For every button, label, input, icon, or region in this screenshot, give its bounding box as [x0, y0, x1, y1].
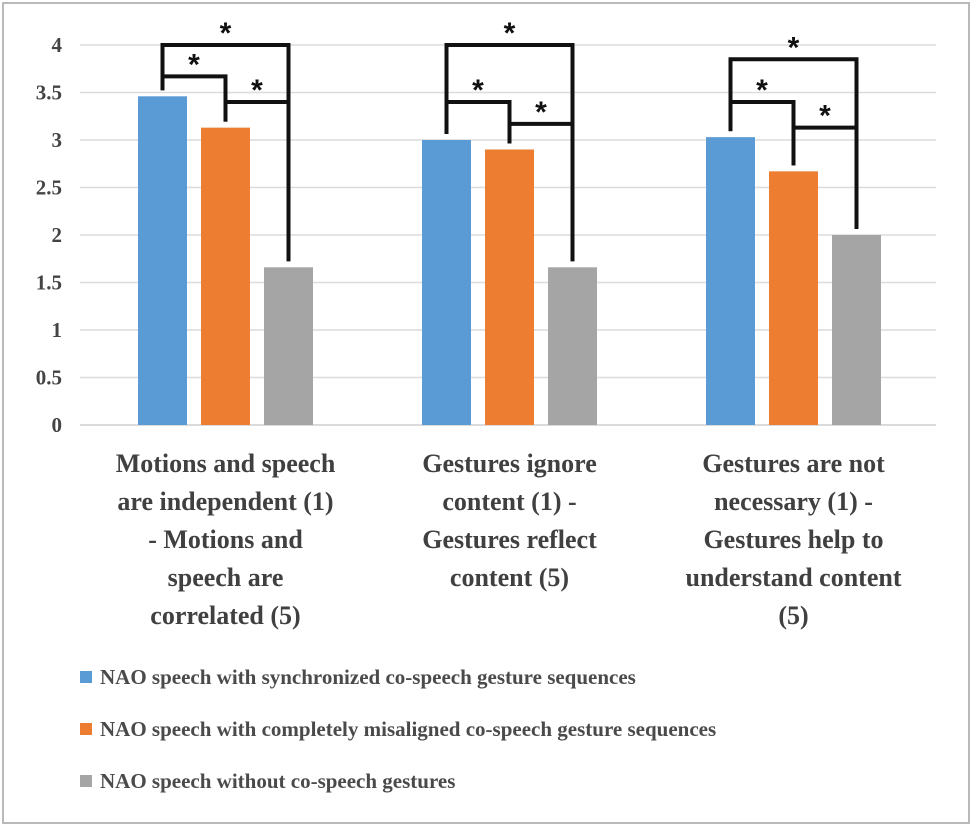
y-tick-label: 1 — [52, 318, 63, 342]
significance-star: * — [819, 100, 831, 133]
significance-bracket — [507, 121, 575, 262]
category-label-line: correlated (5) — [150, 601, 300, 630]
legend-label: NAO speech with synchronized co-speech g… — [100, 664, 636, 689]
significance-bracket — [444, 100, 512, 144]
bar — [138, 96, 187, 426]
bars — [138, 96, 881, 426]
legend-label: NAO speech without co-speech gestures — [100, 768, 456, 793]
significance-star: * — [220, 17, 232, 50]
legend-item: NAO speech with completely misaligned co… — [80, 716, 716, 742]
y-tick-label: 0 — [52, 413, 63, 437]
category-label: Gestures ignore content (1) - Gestures ref… — [422, 449, 597, 592]
bar — [201, 127, 250, 426]
category-label-line: Gestures help to — [703, 525, 883, 554]
significance-bracket — [160, 74, 228, 122]
legend-swatch — [80, 775, 92, 787]
category-labels: Motions and speech are independent (1) - M… — [116, 449, 902, 630]
y-tick-label: 1.5 — [36, 271, 62, 295]
category-label-line: Gestures are not — [702, 449, 885, 478]
category-label-line: content (1) - — [442, 487, 576, 516]
bar — [832, 235, 881, 425]
y-tick-label: 3 — [52, 128, 63, 152]
category-label-line: - Motions and — [148, 525, 303, 554]
category-label-line: understand content — [686, 563, 902, 592]
significance-star: * — [188, 48, 200, 81]
category-label: Motions and speech are independent (1) - M… — [116, 449, 336, 630]
significance-star: * — [251, 74, 263, 107]
category-label: Gestures are not necessary (1) - Gestures … — [686, 449, 902, 630]
significance-star: * — [788, 31, 800, 64]
significance-bracket — [791, 125, 859, 229]
bar — [422, 140, 471, 425]
significance-bracket — [223, 100, 291, 262]
significance-star: * — [504, 17, 516, 50]
y-tick-label: 0.5 — [36, 366, 62, 390]
significance-star: * — [472, 74, 484, 107]
category-label-line: Gestures ignore — [422, 449, 597, 478]
legend-item: NAO speech without co-speech gestures — [80, 768, 716, 794]
y-tick-label: 4 — [52, 33, 63, 57]
category-label-line: content (5) — [450, 563, 569, 592]
legend: NAO speech with synchronized co-speech g… — [80, 664, 716, 820]
bar — [706, 137, 755, 425]
bar-chart: 0 0.5 1 1.5 2 2.5 3 3.5 4 * * * * * * * * * Motions and … — [36, 17, 936, 630]
category-label-line: Motions and speech — [116, 449, 336, 478]
significance-brackets: * * * * * * * * * — [160, 17, 859, 262]
bar — [485, 149, 534, 425]
legend-swatch — [80, 671, 92, 683]
legend-label: NAO speech with completely misaligned co… — [100, 716, 717, 741]
y-tick-label: 2.5 — [36, 176, 62, 200]
bar — [548, 267, 597, 425]
significance-star: * — [535, 96, 547, 129]
bar — [264, 267, 313, 425]
y-axis-ticks: 0 0.5 1 1.5 2 2.5 3 3.5 4 — [36, 33, 63, 437]
y-tick-label: 2 — [52, 223, 63, 247]
category-label-line: (5) — [778, 601, 808, 630]
bar — [769, 171, 818, 425]
significance-star: * — [756, 74, 768, 107]
category-label-line: speech are — [168, 563, 284, 592]
y-tick-label: 3.5 — [36, 81, 62, 105]
category-label-line: are independent (1) — [117, 487, 333, 516]
category-label-line: Gestures reflect — [422, 525, 597, 554]
legend-item: NAO speech with synchronized co-speech g… — [80, 664, 716, 690]
legend-swatch — [80, 723, 92, 735]
category-label-line: necessary (1) - — [714, 487, 873, 516]
